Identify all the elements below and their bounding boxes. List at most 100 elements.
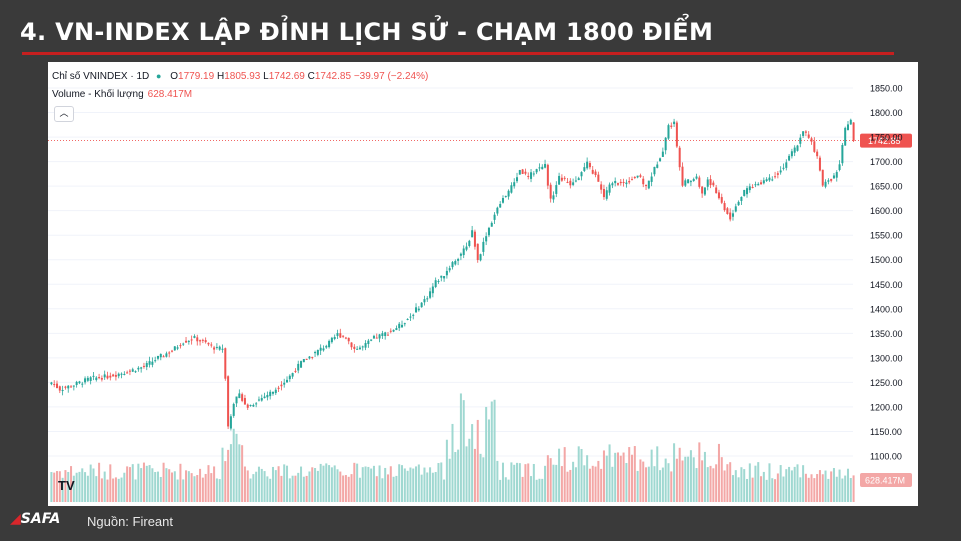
candle-body <box>712 182 715 186</box>
volume-bar <box>549 458 552 502</box>
volume-bar <box>754 465 757 502</box>
candle-body <box>311 356 314 358</box>
volume-bar <box>84 472 87 502</box>
volume-bar <box>628 447 631 502</box>
candle-body <box>448 268 451 271</box>
candle-body <box>577 178 580 180</box>
candle-body <box>462 248 465 256</box>
volume-bar <box>347 476 350 502</box>
candle-body <box>140 367 143 369</box>
volume-bar <box>776 473 779 502</box>
candle-body <box>496 207 499 214</box>
volume-bar <box>788 466 791 502</box>
candle-body <box>134 371 137 373</box>
volume-bar <box>162 462 165 502</box>
volume-bar <box>642 461 645 502</box>
volume-bar <box>490 401 493 502</box>
volume-bar <box>260 468 263 502</box>
last-price-tag <box>860 133 912 148</box>
candle-body <box>176 347 179 349</box>
volume-bar <box>423 467 426 502</box>
price-axis: 1850.00 1800.00 1750.00 1700.00 1650.00 1600.… <box>870 84 903 462</box>
volume-bar <box>280 475 283 502</box>
candle-body <box>849 119 852 125</box>
candle-body <box>56 383 59 389</box>
candle-body <box>75 381 78 385</box>
candle-body <box>821 169 824 186</box>
volume-bar <box>504 477 507 502</box>
candle-body <box>852 122 855 141</box>
volume-bar <box>316 470 319 502</box>
candle-body <box>782 167 785 169</box>
candle-body <box>504 195 507 197</box>
candle-body <box>664 137 667 151</box>
candle-body <box>370 339 373 341</box>
candle-body <box>572 182 575 185</box>
candle-body <box>173 346 176 351</box>
volume-bar <box>807 477 810 502</box>
candle-body <box>723 203 726 211</box>
candle-body <box>445 270 448 276</box>
volume-bar <box>322 465 325 502</box>
volume-bar <box>75 472 78 502</box>
candle-body <box>560 177 563 181</box>
candle-body <box>227 376 230 427</box>
volume-bar <box>737 477 740 502</box>
candle-body <box>748 186 751 191</box>
candle-body <box>142 365 145 367</box>
volume-bar <box>715 464 718 502</box>
volume-bar <box>339 471 342 502</box>
candle-body <box>384 332 387 337</box>
volume-bar <box>631 454 634 502</box>
volume-bar <box>401 465 404 502</box>
candle-body <box>168 352 171 354</box>
volume-bar <box>241 445 244 502</box>
candle-body <box>401 324 404 328</box>
volume-bar <box>810 474 813 502</box>
candle-body <box>541 166 544 170</box>
candle-body <box>364 343 367 348</box>
y-tick-label: 1700.00 <box>870 157 903 167</box>
candle-body <box>473 231 476 247</box>
candle-body <box>689 181 692 183</box>
candlestick-chart[interactable]: 1742.85 628.417M 1850.00 1800.00 1750.00 170… <box>48 62 918 506</box>
ohlc-legend: Chỉ số VNINDEX · 1D ● O1779.19 H1805.93 … <box>52 71 429 82</box>
chart-panel[interactable]: 1742.85 628.417M 1850.00 1800.00 1750.00 170… <box>48 62 918 506</box>
candle-body <box>659 158 662 162</box>
candle-body <box>799 137 802 144</box>
candle-body <box>807 134 810 138</box>
volume-bar <box>541 478 544 502</box>
candle-body <box>283 382 286 385</box>
candle-body <box>737 201 740 206</box>
volume-bar <box>81 468 84 502</box>
collapse-legend-button[interactable]: ︿ <box>54 106 74 122</box>
volume-bar <box>765 479 768 502</box>
volume-bar <box>173 471 176 502</box>
candle-body <box>196 337 199 342</box>
candle-body <box>594 171 597 176</box>
candle-body <box>633 176 636 178</box>
volume-bar <box>473 448 476 502</box>
candle-body <box>252 405 255 407</box>
volume-bar <box>232 428 235 502</box>
volume-bar <box>790 470 793 502</box>
volume-bar <box>137 463 140 502</box>
candle-body <box>190 339 193 341</box>
volume-bar <box>123 472 126 502</box>
last-price-label: 1742.85 <box>868 136 901 146</box>
close-value: 1742.85 <box>314 71 352 82</box>
candle-body <box>367 340 370 344</box>
volume-bar <box>844 475 847 502</box>
volume-bar <box>117 478 120 502</box>
volume-bar <box>109 464 112 502</box>
volume-bar <box>350 474 353 502</box>
volume-bar <box>645 467 648 502</box>
volume-bar <box>586 455 589 502</box>
candle-body <box>277 387 280 389</box>
volume-bar <box>227 449 230 502</box>
candle-body <box>89 377 92 381</box>
volume-bar <box>328 465 331 502</box>
volume-bar <box>159 476 162 502</box>
volume-bar <box>605 455 608 502</box>
volume-bar <box>689 450 692 502</box>
